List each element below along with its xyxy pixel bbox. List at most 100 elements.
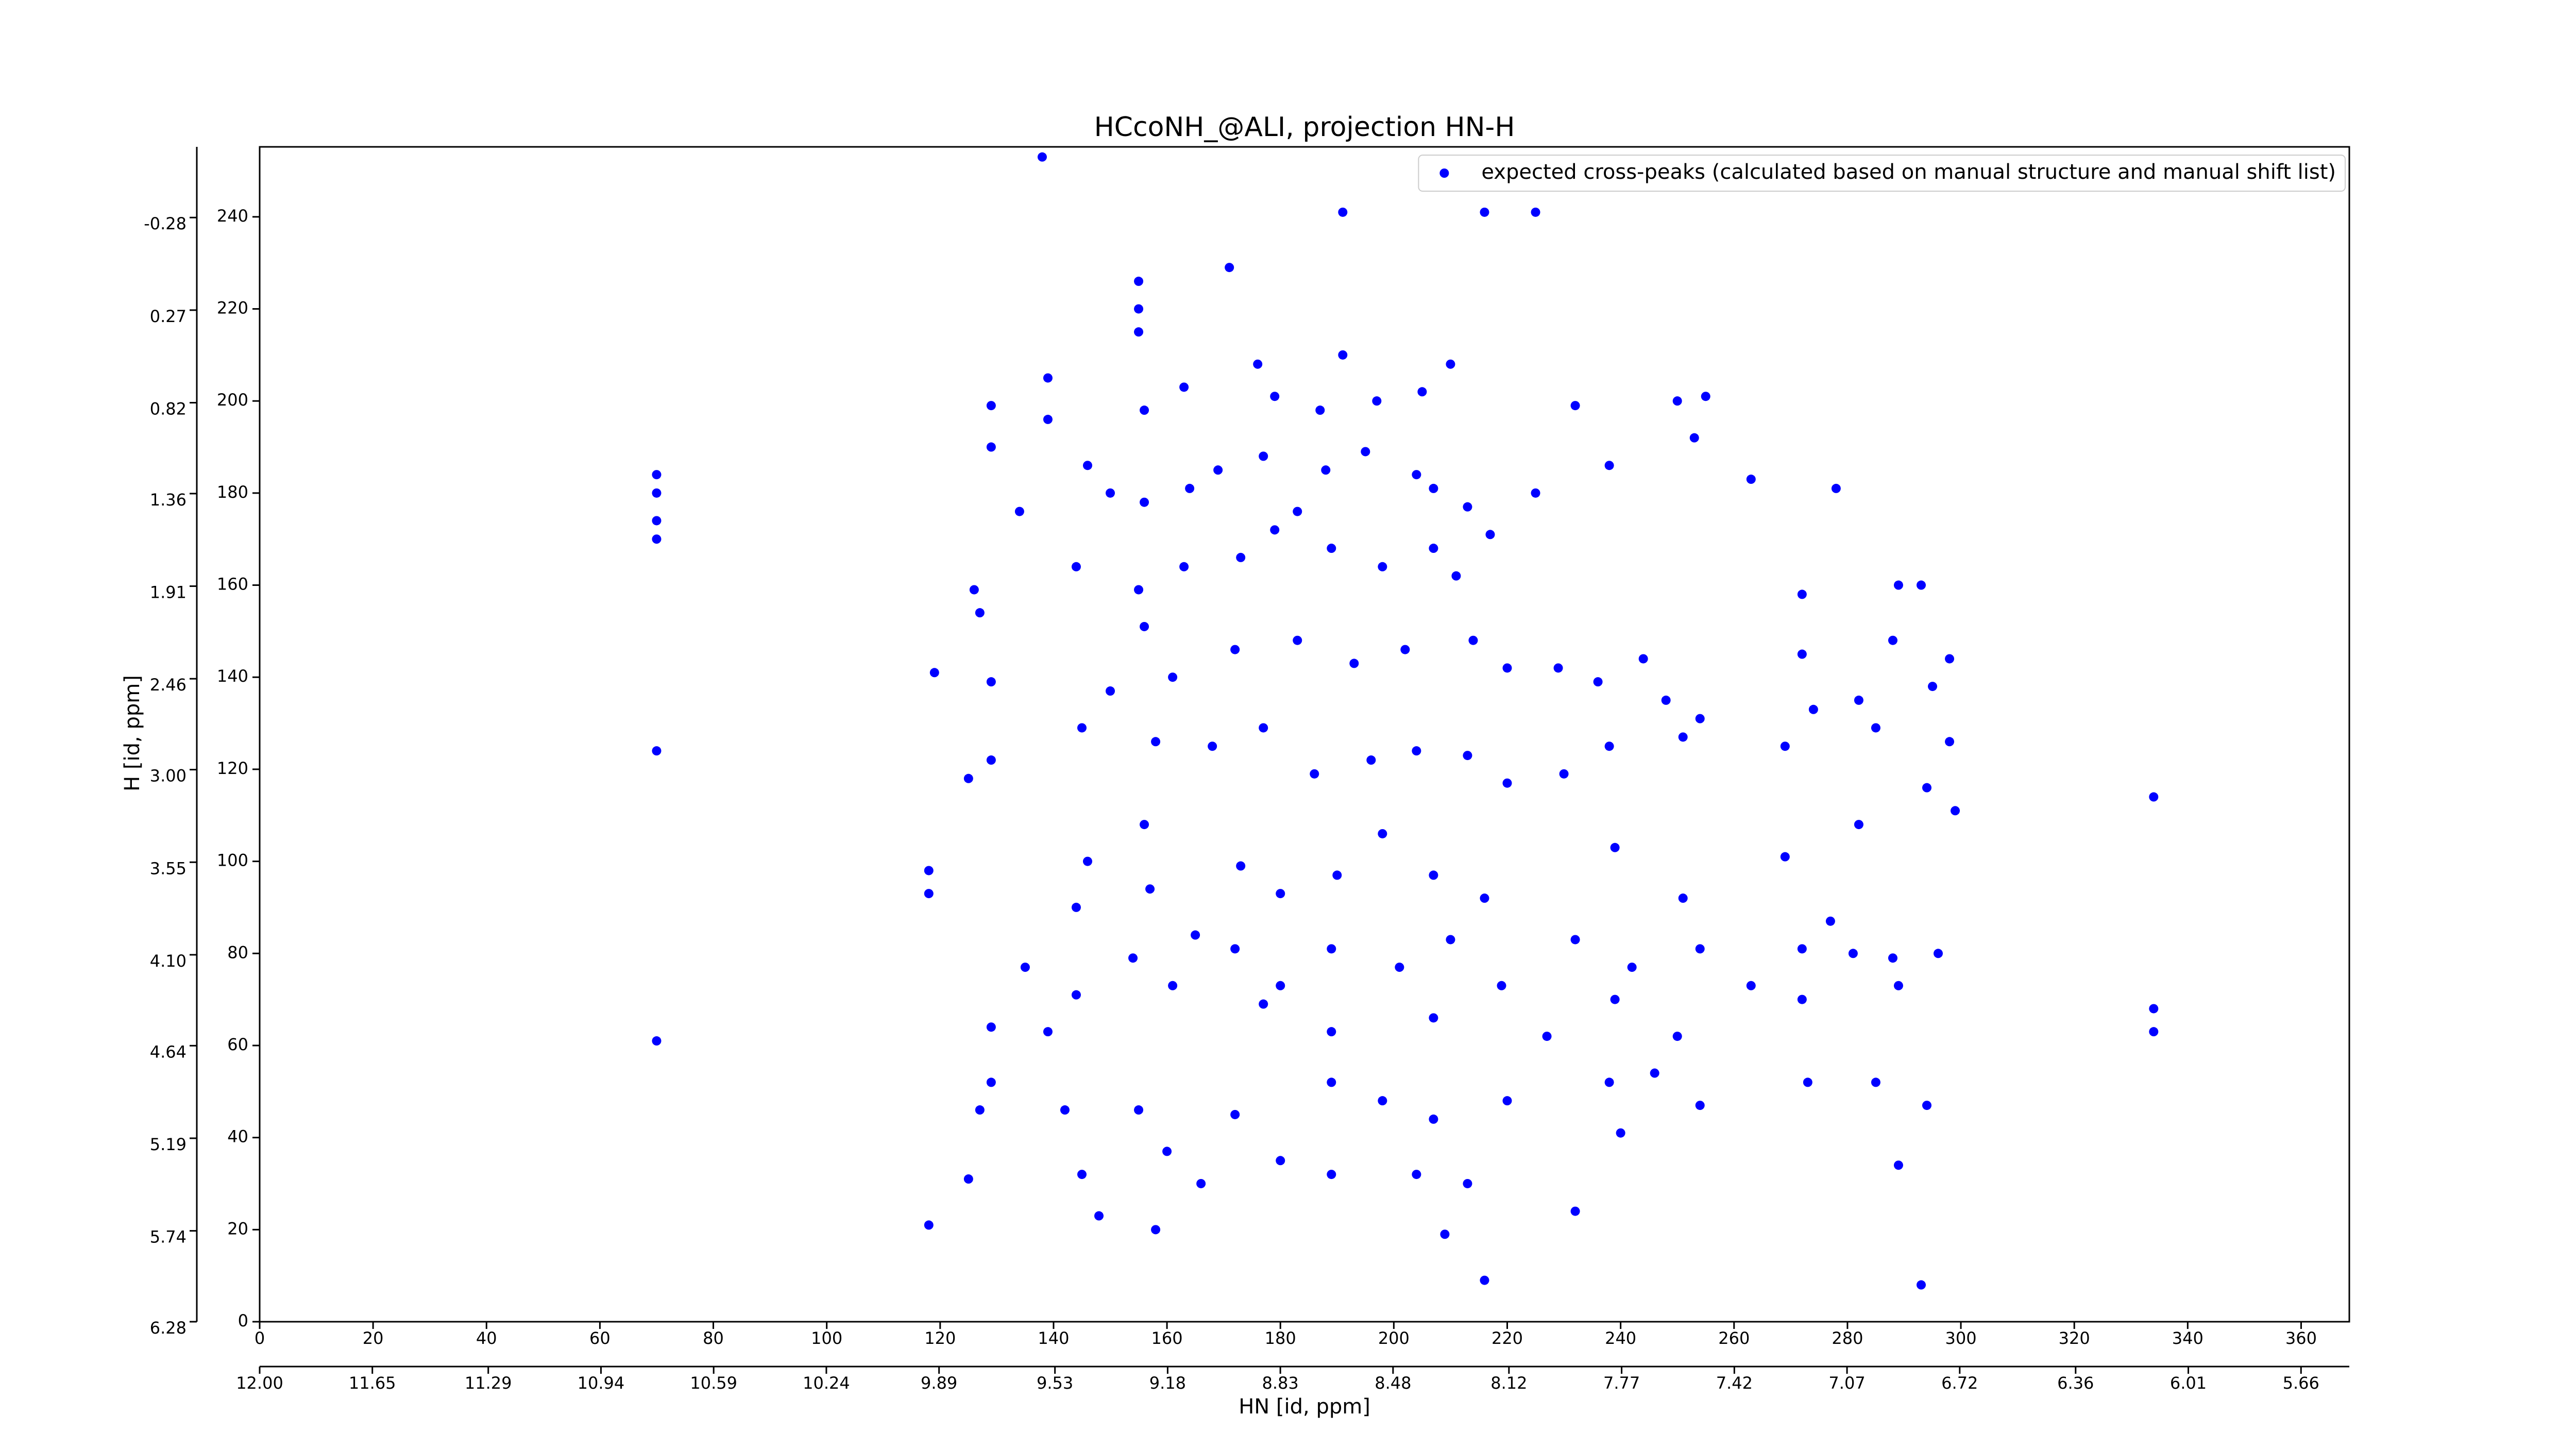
cross-peak-marker <box>1327 944 1336 954</box>
cross-peak-marker <box>1310 769 1319 779</box>
cross-peak-marker <box>1276 1156 1285 1166</box>
x-axis-label: HN [id, ppm] <box>1239 1395 1370 1419</box>
cross-peak-marker <box>1077 723 1087 733</box>
y-tick-label: 80 <box>227 942 248 962</box>
x2-tick-label: 8.48 <box>1375 1373 1411 1393</box>
cross-peak-marker <box>1412 1170 1421 1180</box>
y2-tick-label: 5.19 <box>150 1135 187 1154</box>
cross-peak-marker <box>1825 916 1835 926</box>
cross-peak-marker <box>1151 737 1161 747</box>
cross-peak-marker <box>1451 571 1461 581</box>
cross-peak-marker <box>1593 677 1603 687</box>
x-tick-label: 320 <box>2059 1328 2090 1348</box>
cross-peak-marker <box>1695 714 1705 723</box>
y2-tick-label: 1.36 <box>150 490 187 510</box>
cross-peak-marker <box>1230 1109 1240 1119</box>
x2-tick-label: 9.89 <box>921 1373 957 1393</box>
cross-peak-marker <box>963 1174 973 1184</box>
cross-peak-marker <box>1945 737 1955 747</box>
x2-tick-label: 7.77 <box>1603 1373 1640 1393</box>
cross-peak-marker <box>1803 1077 1812 1087</box>
cross-peak-marker <box>1616 1128 1625 1138</box>
cross-peak-marker <box>1327 1077 1336 1087</box>
cross-peak-marker <box>1916 580 1926 590</box>
cross-peak-marker <box>1179 562 1189 571</box>
cross-peak-marker <box>1349 659 1359 668</box>
cross-peak-marker <box>1446 935 1455 945</box>
cross-peak-marker <box>1672 1032 1682 1041</box>
y2-tick-label: 3.55 <box>150 858 187 878</box>
cross-peak-marker <box>975 1105 985 1115</box>
x2-tick-label: 7.42 <box>1716 1373 1753 1393</box>
cross-peak-marker <box>1480 207 1489 217</box>
cross-peak-marker <box>1140 406 1149 415</box>
cross-peak-marker <box>986 442 996 452</box>
cross-peak-marker <box>1780 742 1790 751</box>
cross-peak-marker <box>1446 359 1455 369</box>
cross-peak-marker <box>1071 902 1081 912</box>
cross-peak-marker <box>1395 963 1404 972</box>
cross-peak-marker <box>1236 861 1246 871</box>
y2-tick-label: 6.28 <box>150 1318 187 1338</box>
cross-peak-marker <box>1570 935 1580 945</box>
cross-peak-marker <box>1071 990 1081 1000</box>
cross-peak-marker <box>1230 645 1240 654</box>
cross-peak-marker <box>1610 843 1620 852</box>
cross-peak-marker <box>1259 999 1268 1009</box>
y-tick-label: 40 <box>227 1127 248 1147</box>
cross-peak-marker <box>1695 944 1705 954</box>
x2-tick-label: 9.18 <box>1149 1373 1186 1393</box>
cross-peak-marker <box>1888 635 1897 645</box>
x2-tick-label: 8.12 <box>1490 1373 1527 1393</box>
legend-box <box>1418 155 2346 192</box>
cross-peak-marker <box>1082 461 1092 470</box>
cross-peak-marker <box>1689 433 1699 443</box>
cross-peak-marker <box>1553 663 1563 673</box>
cross-peak-marker <box>1928 682 1938 692</box>
cross-peak-marker <box>1429 483 1438 493</box>
cross-peak-marker <box>975 608 985 618</box>
y-tick-label: 160 <box>217 575 248 594</box>
cross-peak-marker <box>1400 645 1410 654</box>
x2-tick-label: 10.59 <box>690 1373 737 1393</box>
cross-peak-marker <box>1468 635 1478 645</box>
cross-peak-marker <box>1270 392 1280 401</box>
cross-peak-marker <box>1440 1229 1450 1239</box>
cross-peak-marker <box>1060 1105 1070 1115</box>
cross-peak-marker <box>1502 778 1512 788</box>
cross-peak-marker <box>1094 1211 1104 1221</box>
x-tick-label: 240 <box>1605 1328 1636 1348</box>
cross-peak-marker <box>1196 1178 1206 1188</box>
cross-peak-marker <box>1604 1077 1614 1087</box>
cross-peak-marker <box>1463 502 1472 512</box>
x2-tick-label: 10.24 <box>803 1373 850 1393</box>
cross-peak-marker <box>1480 894 1489 903</box>
y2-tick-label: 4.10 <box>150 951 187 971</box>
y-tick-label: 100 <box>217 851 248 870</box>
cross-peak-marker <box>1604 461 1614 470</box>
x-tick-label: 280 <box>1832 1328 1863 1348</box>
cross-peak-marker <box>1134 1105 1144 1115</box>
cross-peak-marker <box>1140 820 1149 830</box>
cross-peak-marker <box>1701 392 1710 401</box>
cross-peak-marker <box>1378 829 1387 838</box>
y-tick-label: 240 <box>217 206 248 226</box>
x-tick-label: 60 <box>589 1328 611 1348</box>
cross-peak-marker <box>1293 507 1302 516</box>
x-tick-label: 20 <box>363 1328 384 1348</box>
cross-peak-marker <box>1871 1077 1880 1087</box>
y2-tick-label: 1.91 <box>150 583 187 602</box>
cross-peak-marker <box>1831 483 1841 493</box>
cross-peak-marker <box>924 1220 934 1230</box>
legend: expected cross-peaks (calculated based o… <box>1418 155 2346 192</box>
cross-peak-marker <box>1037 152 1047 162</box>
cross-peak-marker <box>1338 350 1348 360</box>
cross-peak-marker <box>1162 1147 1172 1156</box>
cross-peak-marker <box>1746 981 1756 990</box>
cross-peak-marker <box>1604 742 1614 751</box>
cross-peak-marker <box>1559 769 1569 779</box>
cross-peak-marker <box>1951 806 1960 816</box>
y2-tick-label: 0.27 <box>150 307 187 326</box>
